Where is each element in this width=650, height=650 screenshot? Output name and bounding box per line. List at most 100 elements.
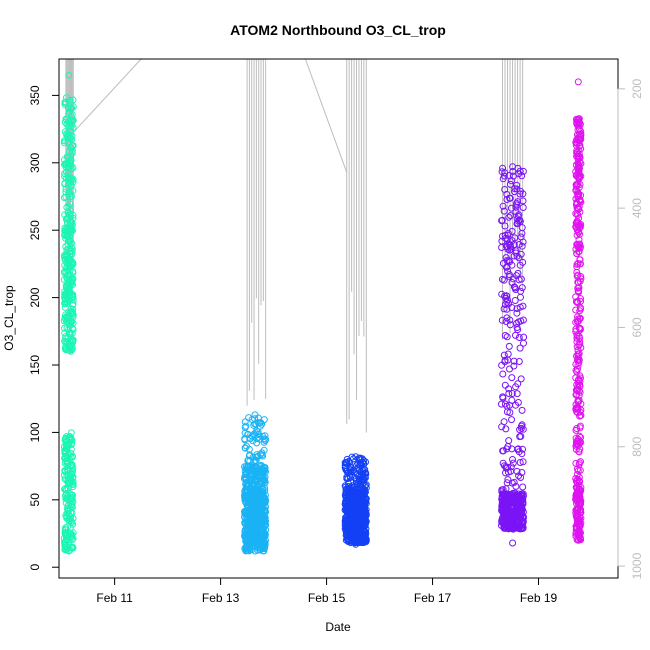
data-point <box>506 321 514 329</box>
x-tick-label: Feb 13 <box>202 591 240 605</box>
data-point <box>501 186 509 193</box>
data-point <box>62 342 70 350</box>
data-point <box>577 484 585 491</box>
data-point <box>574 136 582 143</box>
data-point <box>63 175 70 183</box>
data-point <box>354 497 362 505</box>
data-point <box>504 443 512 450</box>
data-point <box>576 241 584 249</box>
pressure-layer <box>65 58 524 433</box>
data-point <box>243 507 251 515</box>
data-point <box>500 207 508 215</box>
data-point <box>572 405 580 413</box>
y-tick-label: 200 <box>28 287 42 307</box>
data-point <box>509 172 517 180</box>
data-point <box>62 317 70 325</box>
series-flight-5 <box>572 78 585 544</box>
data-point <box>573 139 581 147</box>
data-point <box>575 150 583 158</box>
data-point <box>577 529 584 537</box>
data-point <box>507 463 515 471</box>
data-point <box>513 324 521 331</box>
x-tick-label: Feb 15 <box>308 591 346 605</box>
data-point <box>505 506 513 513</box>
data-point <box>573 272 581 280</box>
data-point <box>519 492 527 500</box>
data-point <box>65 547 73 555</box>
data-point <box>509 505 517 513</box>
data-point <box>346 459 354 467</box>
data-point <box>349 522 357 530</box>
data-point <box>576 326 584 334</box>
data-point <box>361 506 369 514</box>
data-point <box>575 118 583 126</box>
data-point <box>261 515 269 523</box>
data-point <box>262 468 269 476</box>
data-point <box>500 172 508 180</box>
data-point <box>573 224 580 232</box>
data-point <box>505 257 513 265</box>
data-point <box>511 297 519 304</box>
data-point <box>572 459 580 467</box>
y-tick-label: 350 <box>28 85 42 105</box>
data-point <box>513 185 521 193</box>
data-point <box>67 128 75 136</box>
data-point <box>511 497 519 505</box>
data-point <box>64 326 72 334</box>
data-point <box>573 390 581 398</box>
data-point <box>251 547 259 555</box>
data-point <box>60 471 68 479</box>
data-point <box>253 512 261 520</box>
right-tick-label: 200 <box>630 78 644 98</box>
data-point <box>69 96 77 104</box>
data-point <box>505 213 513 221</box>
data-point <box>519 458 527 466</box>
data-point <box>499 510 507 518</box>
data-point <box>247 508 255 516</box>
data-point <box>244 430 252 438</box>
data-point <box>572 172 580 179</box>
data-point <box>498 216 506 224</box>
data-point <box>500 418 508 426</box>
data-point <box>576 244 584 252</box>
data-point <box>66 504 74 512</box>
data-point <box>63 284 70 292</box>
data-point <box>574 160 582 168</box>
data-point <box>63 512 71 520</box>
data-point <box>68 261 76 269</box>
data-point <box>353 499 361 507</box>
data-point <box>572 306 580 314</box>
data-point <box>576 260 584 268</box>
data-point <box>503 235 511 243</box>
data-point <box>517 187 524 195</box>
data-point <box>576 424 584 432</box>
data-point <box>257 508 265 516</box>
data-point <box>344 536 352 544</box>
data-point <box>69 301 76 309</box>
data-point <box>261 540 268 548</box>
data-point <box>575 354 582 362</box>
data-point <box>508 374 516 382</box>
x-tick-label: Feb 19 <box>520 591 558 605</box>
data-point <box>517 432 525 440</box>
data-point <box>577 411 585 419</box>
data-point <box>67 182 75 190</box>
data-point <box>572 328 580 335</box>
data-point <box>61 255 69 263</box>
data-point <box>574 192 582 200</box>
data-point <box>361 532 369 540</box>
data-point <box>510 283 518 291</box>
data-point <box>249 525 257 533</box>
data-point <box>519 445 526 453</box>
data-point <box>356 456 364 464</box>
data-point <box>517 250 525 258</box>
data-point <box>61 98 69 106</box>
data-point <box>65 297 73 305</box>
data-point <box>519 524 527 531</box>
data-point <box>253 515 261 523</box>
data-point <box>256 435 264 443</box>
data-point <box>243 495 251 503</box>
data-point <box>573 492 581 499</box>
data-point <box>519 499 527 507</box>
right-tick-label: 1000 <box>630 552 644 579</box>
